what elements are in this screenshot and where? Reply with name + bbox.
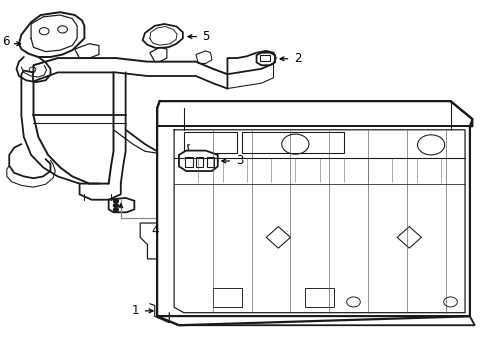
Polygon shape bbox=[143, 24, 183, 48]
Text: 2: 2 bbox=[294, 52, 301, 65]
Polygon shape bbox=[196, 157, 203, 167]
Polygon shape bbox=[109, 198, 134, 212]
Polygon shape bbox=[196, 51, 212, 63]
Polygon shape bbox=[184, 132, 237, 153]
Polygon shape bbox=[305, 288, 334, 307]
Circle shape bbox=[114, 204, 119, 207]
Circle shape bbox=[114, 208, 119, 212]
Polygon shape bbox=[242, 132, 344, 153]
Polygon shape bbox=[157, 101, 472, 126]
Polygon shape bbox=[397, 226, 421, 248]
Polygon shape bbox=[266, 226, 291, 248]
Polygon shape bbox=[19, 12, 84, 57]
Polygon shape bbox=[74, 44, 99, 58]
Text: 5: 5 bbox=[202, 30, 210, 43]
Text: 1: 1 bbox=[132, 305, 139, 318]
Polygon shape bbox=[150, 47, 167, 62]
Text: 4: 4 bbox=[151, 224, 158, 237]
Circle shape bbox=[114, 199, 119, 203]
Text: 6: 6 bbox=[2, 35, 9, 48]
Polygon shape bbox=[257, 53, 275, 65]
Polygon shape bbox=[213, 288, 242, 307]
Polygon shape bbox=[179, 150, 218, 171]
Polygon shape bbox=[157, 316, 475, 325]
Polygon shape bbox=[207, 157, 214, 167]
Text: 3: 3 bbox=[236, 154, 243, 167]
Polygon shape bbox=[185, 157, 193, 167]
Polygon shape bbox=[157, 126, 470, 316]
